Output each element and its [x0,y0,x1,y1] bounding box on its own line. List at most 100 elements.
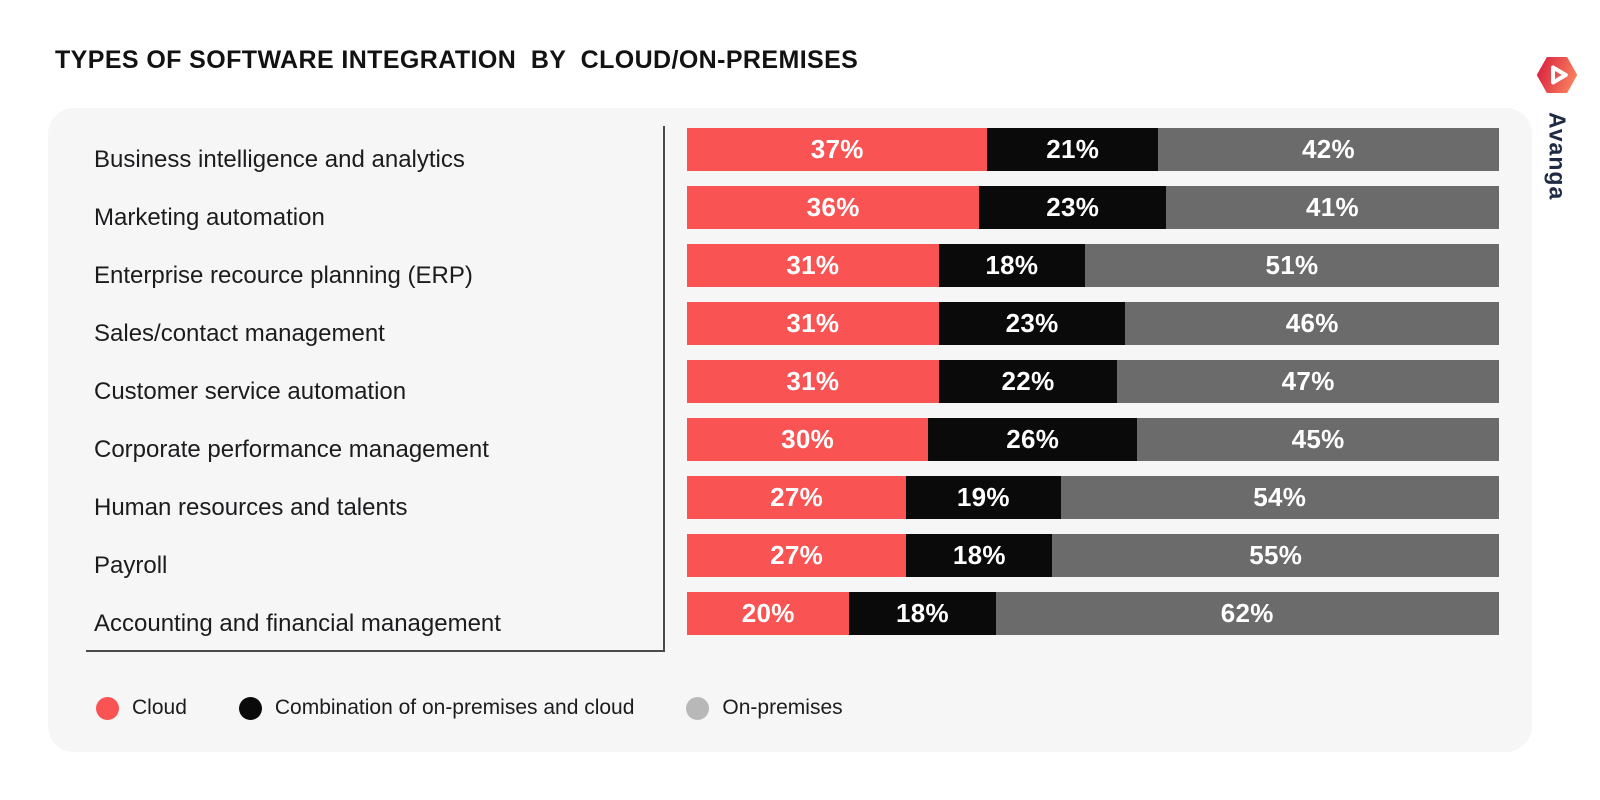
stacked-bar: 27% 18% 55% [687,534,1499,577]
bar-segment-cloud: 31% [687,360,939,403]
category-label-cell: Accounting and financial management [48,592,687,637]
legend-item-cloud: Cloud [96,696,187,720]
category-label: Payroll [94,551,168,579]
stacked-bar: 20% 18% 62% [687,592,1499,635]
label-underline [86,650,665,652]
chart-row: Enterprise recource planning (ERP) 31% 18%… [48,244,1532,289]
legend-swatch-cloud [96,696,119,720]
bar-segment-combination: 19% [906,476,1061,519]
bar-segment-on-premises: 54% [1060,476,1499,519]
category-label-cell: Sales/contact management [48,302,687,347]
bar-segment-cloud: 36% [687,186,980,229]
bar-segment-combination: 23% [979,186,1167,229]
segment-value: 23% [1005,308,1059,338]
chart-rows: Business intelligence and analytics 37% 21… [48,128,1532,650]
segment-value: 18% [895,598,949,628]
legend-label: Cloud [132,696,187,719]
segment-value: 31% [786,308,840,338]
legend-item-combination: Combination of on-premises and cloud [238,696,635,720]
segment-value: 18% [985,250,1039,280]
category-label-cell: Enterprise recource planning (ERP) [48,244,687,289]
bar-segment-cloud: 27% [687,476,907,519]
bar-segment-cloud: 20% [687,592,850,635]
category-label: Business intelligence and analytics [94,145,465,173]
segment-value: 46% [1285,308,1339,338]
chart-row: Customer service automation 31% 22% 47% [48,360,1532,405]
category-label-cell: Marketing automation [48,186,687,231]
stacked-bar: 31% 23% 46% [687,302,1499,345]
chart-row: Sales/contact management 31% 23% 46% [48,302,1532,347]
segment-value: 21% [1046,134,1100,164]
bar-segment-cloud: 31% [687,244,939,287]
segment-value: 31% [786,366,840,396]
category-label-cell: Customer service automation [48,360,687,405]
category-label: Marketing automation [94,203,325,231]
bar-segment-cloud: 37% [687,128,988,171]
segment-value: 37% [810,134,864,164]
stacked-bar: 31% 22% 47% [687,360,1499,403]
segment-value: 62% [1220,598,1274,628]
legend-label: Combination of on-premises and cloud [274,696,635,719]
legend-label: On-premises [722,696,843,719]
segment-value: 18% [952,540,1006,570]
legend-item-on-premises: On-premises [686,696,843,720]
category-label: Accounting and financial management [94,609,501,637]
category-label-cell: Human resources and talents [48,476,687,521]
bar-segment-combination: 21% [987,128,1158,171]
segment-value: 27% [770,540,824,570]
chart-row: Human resources and talents 27% 19% 54% [48,476,1532,521]
stacked-bar: 27% 19% 54% [687,476,1499,519]
legend-swatch-on-premises [686,696,710,720]
bar-segment-combination: 18% [849,592,996,635]
category-label: Human resources and talents [94,493,408,521]
brand-name: Avanga [1544,112,1571,201]
category-label-cell: Business intelligence and analytics [48,128,687,173]
bar-segment-combination: 23% [938,302,1126,345]
segment-value: 41% [1306,192,1359,222]
brand-block: Avanga [1527,52,1587,200]
stacked-bar: 31% 18% 51% [687,244,1499,287]
bar-segment-on-premises: 45% [1137,418,1499,461]
chart-row: Payroll 27% 18% 55% [48,534,1532,579]
category-label: Enterprise recource planning (ERP) [94,261,473,289]
stacked-bar: 36% 23% 41% [687,186,1499,229]
stacked-bar: 37% 21% 42% [687,128,1499,171]
segment-value: 55% [1249,540,1303,570]
bar-segment-on-premises: 62% [995,592,1499,635]
stacked-bar: 30% 26% 45% [687,418,1499,461]
segment-value: 22% [1001,366,1055,396]
segment-value: 26% [1006,424,1060,454]
segment-value: 23% [1046,192,1100,222]
bar-segment-on-premises: 51% [1084,244,1499,287]
segment-value: 51% [1265,250,1319,280]
bar-segment-cloud: 27% [687,534,907,577]
category-label: Corporate performance management [94,435,489,463]
axis-line-vertical [663,126,665,650]
segment-value: 42% [1301,134,1355,164]
category-label: Sales/contact management [94,319,385,347]
segment-value: 54% [1253,482,1307,512]
bar-segment-cloud: 31% [687,302,939,345]
legend: Cloud Combination of on-premises and clou… [48,696,843,720]
segment-value: 19% [956,482,1010,512]
chart-row: Marketing automation 36% 23% 41% [48,186,1532,231]
bar-segment-on-premises: 42% [1157,128,1499,171]
segment-value: 30% [781,424,835,454]
avanga-logo-icon [1535,52,1579,103]
chart-row: Business intelligence and analytics 37% 21… [48,128,1532,173]
bar-segment-on-premises: 55% [1052,534,1499,577]
bar-segment-on-premises: 41% [1166,186,1499,229]
chart-row: Corporate performance management 30% 26% 45… [48,418,1532,463]
chart-card: Business intelligence and analytics 37% 21… [48,108,1532,752]
chart-row: Accounting and financial management 20% 18… [48,592,1532,637]
category-label: Customer service automation [94,377,407,405]
bar-segment-combination: 18% [906,534,1053,577]
segment-value: 47% [1281,366,1335,396]
bar-segment-combination: 18% [938,244,1085,287]
category-label-cell: Payroll [48,534,687,579]
segment-value: 45% [1291,424,1345,454]
chart-title: TYPES OF SOFTWARE INTEGRATION BY CLOUD/O… [55,46,859,74]
category-label-cell: Corporate performance management [48,418,687,463]
bar-segment-cloud: 30% [687,418,929,461]
